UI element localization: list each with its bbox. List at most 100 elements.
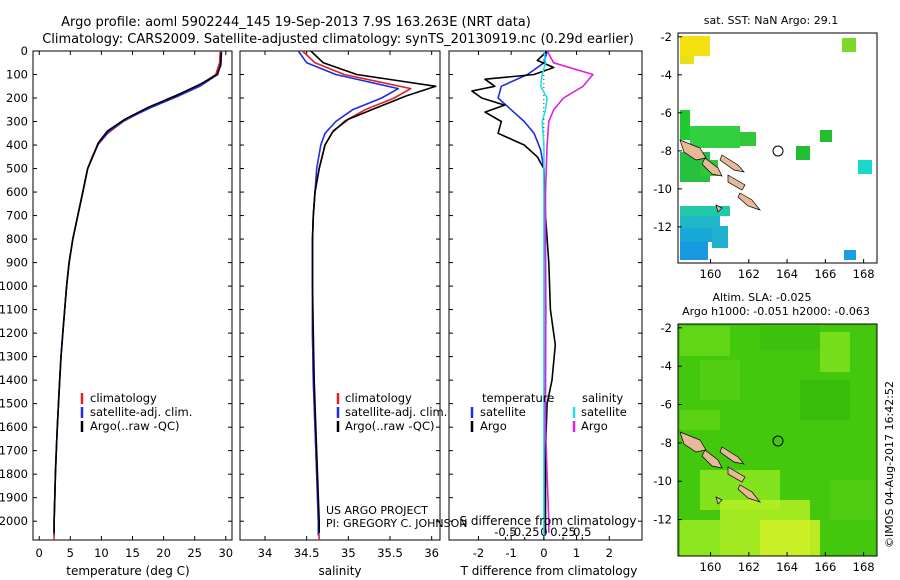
salinity-lines xyxy=(297,50,437,541)
island xyxy=(715,496,723,505)
x-tick-label: 160 xyxy=(700,560,722,574)
difference-y-ticks xyxy=(449,50,642,522)
x-tick-label: 164 xyxy=(776,560,798,574)
y-tick-label: 1900 xyxy=(0,491,28,505)
y-tick-label: 600 xyxy=(6,185,28,199)
difference-axes-frame xyxy=(448,50,643,541)
sla-cell xyxy=(680,410,720,430)
y-tick-label: 1600 xyxy=(0,420,28,434)
y-tick-label: 900 xyxy=(6,256,28,270)
island xyxy=(679,139,707,161)
island xyxy=(719,446,745,465)
x-tick-label: 168 xyxy=(853,267,875,281)
salinity-legend: climatology satellite-adj. clim. Argo(..… xyxy=(336,391,447,433)
x-tick-label: 30 xyxy=(218,546,233,560)
sst-map-frame xyxy=(677,32,878,264)
x-tick-label: 162 xyxy=(738,267,760,281)
figure-title-line1: Argo profile: aoml 5902244_145 19-Sep-20… xyxy=(61,15,531,30)
y-tick-label: 800 xyxy=(6,232,28,246)
sla-map-title-2: Argo h1000: -0.051 h2000: -0.063 xyxy=(682,305,870,318)
island xyxy=(727,466,746,483)
y-tick-label: 1400 xyxy=(0,373,28,387)
series-line xyxy=(544,50,594,533)
island xyxy=(719,154,745,173)
x-tick-label: 166 xyxy=(814,267,836,281)
y-tick-label: -10 xyxy=(653,474,672,488)
sla-cell xyxy=(760,520,820,556)
sst-map-islands xyxy=(679,139,762,213)
x-tick-label: 36 xyxy=(424,546,439,560)
y-tick-label: -6 xyxy=(661,106,672,120)
series-line xyxy=(310,50,437,533)
y-tick-label: 700 xyxy=(6,209,28,223)
series-line xyxy=(53,50,221,540)
sst-cell xyxy=(858,160,872,174)
x-tick-label: -0.5 xyxy=(494,525,516,539)
x-tick-label: 35 xyxy=(341,546,356,560)
island xyxy=(701,157,723,177)
difference-top-label: S difference from climatology xyxy=(460,514,637,528)
sla-map-panel: Altim. SLA: -0.025 Argo h1000: -0.051 h2… xyxy=(653,291,878,574)
y-tick-label: 1800 xyxy=(0,467,28,481)
x-tick-label: 0.5 xyxy=(573,525,591,539)
legend-t-satellite-label: satellite xyxy=(480,405,526,419)
sst-cell xyxy=(680,110,690,140)
legend-satellite-label: satellite-adj. clim. xyxy=(90,405,192,419)
y-tick-label: -4 xyxy=(661,359,672,373)
y-tick-label: 1700 xyxy=(0,444,28,458)
legend-s-satellite-label: satellite xyxy=(581,405,627,419)
temperature-axes-frame xyxy=(32,50,233,541)
sst-cell xyxy=(842,38,856,52)
y-tick-label: 500 xyxy=(6,162,28,176)
x-tick-label: -1 xyxy=(505,546,516,560)
x-tick-label: 160 xyxy=(700,267,722,281)
sla-cell xyxy=(800,380,850,420)
series-line xyxy=(301,50,412,541)
y-tick-label: -8 xyxy=(661,144,672,158)
island xyxy=(715,204,723,213)
y-tick-label: -6 xyxy=(661,398,672,412)
series-line xyxy=(497,50,548,536)
sla-map-islands xyxy=(679,431,762,505)
y-tick-label: 1500 xyxy=(0,397,28,411)
salinity-x-ticks: 34 34.5 35 35.5 36 xyxy=(258,51,439,560)
y-tick-label: -2 xyxy=(661,321,672,335)
sla-map-cells xyxy=(680,326,874,556)
legend-s-argo-label: Argo xyxy=(581,419,608,433)
y-tick-label: -10 xyxy=(653,182,672,196)
sst-map-title: sat. SST: NaN Argo: 29.1 xyxy=(704,14,838,27)
legend-temperature-title: temperature xyxy=(482,391,554,405)
salinity-panel: 34 34.5 35 35.5 36 salinity climatology sate… xyxy=(239,50,467,578)
sst-map-panel: sat. SST: NaN Argo: 29.1 -2-4-6-8-10-12 … xyxy=(653,14,878,281)
sla-map-title-1: Altim. SLA: -0.025 xyxy=(712,291,811,304)
x-tick-label: -2 xyxy=(473,546,484,560)
x-tick-label: 1 xyxy=(573,546,580,560)
x-tick-label: -0.25 xyxy=(510,525,540,539)
x-tick-label: 34 xyxy=(258,546,273,560)
series-line xyxy=(53,52,223,533)
y-tick-label: -4 xyxy=(661,68,672,82)
island xyxy=(737,484,762,503)
sla-cell xyxy=(820,332,850,372)
sst-cell xyxy=(680,242,708,260)
sla-map-y-ticks: -2 -4 -6 -8 -10 -12 xyxy=(653,321,682,527)
argo-float-marker xyxy=(772,145,784,157)
sla-cell xyxy=(830,480,874,520)
temperature-x-ticks: 0 5 10 15 20 25 30 xyxy=(36,51,233,560)
sst-cell xyxy=(680,36,710,56)
salinity-y-ticks xyxy=(240,50,440,522)
salinity-x-label: salinity xyxy=(318,564,361,578)
legend-t-argo-label: Argo xyxy=(480,419,507,433)
sst-cell xyxy=(680,56,694,64)
sst-cell xyxy=(740,132,756,146)
y-tick-label: 1200 xyxy=(0,326,28,340)
temperature-lines xyxy=(53,50,223,540)
y-tick-label: 400 xyxy=(6,138,28,152)
x-tick-label: 0.25 xyxy=(550,525,576,539)
x-tick-label: 5 xyxy=(67,546,74,560)
x-tick-label: 0 xyxy=(36,546,43,560)
y-tick-label: 1100 xyxy=(0,303,28,317)
y-tick-label: 200 xyxy=(6,91,28,105)
island xyxy=(701,449,723,469)
